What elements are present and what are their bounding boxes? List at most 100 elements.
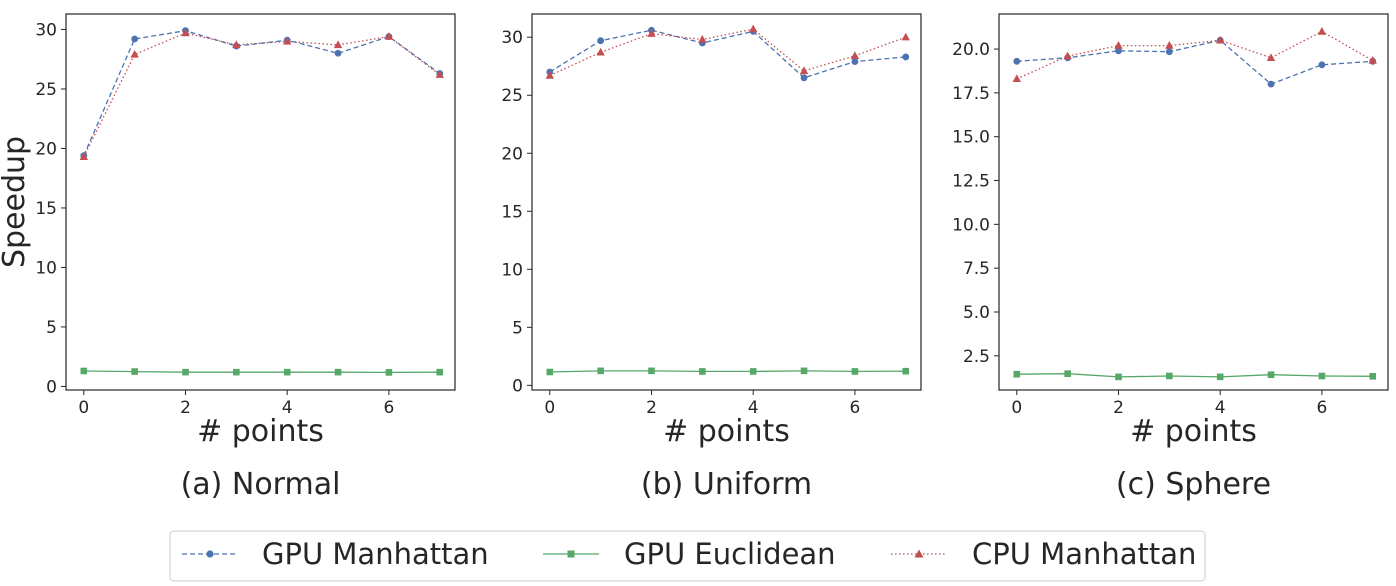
legend-entry-gpu-euclidean: GPU Euclidean [543, 537, 836, 571]
data-point-cpu-manhattan [1063, 51, 1072, 60]
y-tick-label: 20 [501, 144, 523, 164]
x-tick-label: 0 [78, 398, 89, 418]
y-tick-label: 5 [512, 318, 523, 338]
panel-caption: (c) Sphere [1116, 467, 1271, 502]
y-tick-label: 30 [501, 28, 523, 48]
legend-marker-square [567, 550, 575, 558]
x-axis-label: # points [1130, 414, 1257, 449]
data-point-cpu-manhattan [1215, 35, 1225, 44]
plot-frame [531, 13, 922, 391]
series-layer [79, 27, 444, 376]
data-point-gpu-euclidean [1166, 372, 1173, 380]
y-tick-label: 7.5 [963, 259, 990, 279]
data-point-gpu-euclidean [283, 368, 291, 376]
legend-label-gpu-manhattan: GPU Manhattan [262, 537, 489, 571]
x-axis-ticks: 0 2 4 6 [544, 390, 860, 418]
y-axis-label: Speedup [0, 136, 32, 268]
legend: GPU Manhattan GPU Euclidean CPU Manhatta… [169, 530, 1206, 582]
y-tick-label: 15 [35, 199, 57, 219]
data-point-cpu-manhattan [698, 35, 707, 43]
y-tick-label: 5 [46, 318, 57, 338]
x-tick-label: 6 [849, 398, 860, 418]
data-point-cpu-manhattan [1114, 41, 1123, 49]
series-line-cpu-manhattan [549, 28, 906, 77]
data-point-gpu-euclidean [131, 368, 138, 375]
panel-normal: 0 5 10 15 20 25 30 0 2 4 6 # points Speedup (a) N… [0, 13, 456, 502]
data-point-gpu-euclidean [385, 369, 393, 376]
data-point-gpu-euclidean [1318, 372, 1326, 380]
data-point-cpu-manhattan [799, 66, 809, 75]
data-point-gpu-euclidean [597, 367, 604, 375]
data-point-cpu-manhattan [435, 70, 444, 78]
series-layer [1012, 27, 1377, 381]
y-tick-label: 20.0 [952, 40, 990, 60]
data-point-cpu-manhattan [596, 47, 605, 56]
data-point-cpu-manhattan [1317, 27, 1327, 35]
y-tick-label: 0 [46, 377, 57, 397]
legend-entry-gpu-manhattan: GPU Manhattan [182, 537, 489, 571]
y-tick-label: 10 [35, 258, 57, 278]
x-tick-label: 4 [748, 398, 759, 418]
series-line-cpu-manhattan [1016, 30, 1374, 80]
legend-marker-circle [206, 550, 214, 558]
x-axis-ticks: 0 2 4 6 [1011, 390, 1327, 418]
x-tick-label: 2 [646, 398, 657, 418]
y-tick-label: 20 [35, 139, 57, 159]
series-line-gpu-manhattan [1016, 39, 1373, 85]
y-axis-ticks: 0 5 10 15 20 25 30 [35, 20, 66, 397]
data-point-cpu-manhattan [384, 32, 394, 40]
data-point-gpu-manhattan [902, 53, 910, 61]
plot-frame [998, 13, 1389, 391]
data-point-gpu-manhattan [800, 74, 808, 82]
data-point-cpu-manhattan [1165, 41, 1174, 49]
data-point-gpu-euclidean [436, 368, 444, 376]
series-layer [545, 24, 910, 376]
legend-entry-cpu-manhattan: CPU Manhattan [891, 537, 1196, 571]
y-tick-label: 15 [501, 202, 523, 222]
x-axis-label: # points [663, 414, 790, 449]
data-point-gpu-manhattan [334, 49, 342, 57]
data-point-cpu-manhattan [130, 49, 139, 58]
y-tick-label: 10 [501, 260, 523, 280]
x-tick-label: 4 [282, 398, 293, 418]
data-point-cpu-manhattan [647, 29, 656, 37]
y-tick-label: 10.0 [952, 215, 990, 235]
data-point-gpu-euclidean [902, 367, 910, 375]
data-point-gpu-euclidean [851, 368, 859, 375]
data-point-cpu-manhattan [232, 40, 241, 49]
x-tick-label: 6 [383, 398, 394, 418]
data-point-gpu-manhattan [131, 35, 139, 43]
data-point-gpu-euclidean [1064, 370, 1071, 377]
legend-box [169, 530, 1206, 582]
panel-uniform: 0 5 10 15 20 25 30 0 2 4 6 # points (b) Uniform [501, 13, 922, 502]
data-point-gpu-euclidean [749, 368, 757, 375]
panel-caption: (a) Normal [181, 467, 341, 502]
data-point-cpu-manhattan [282, 36, 292, 45]
data-point-gpu-euclidean [648, 367, 655, 375]
data-point-gpu-euclidean [334, 368, 342, 376]
data-point-gpu-euclidean [1369, 373, 1377, 380]
y-tick-label: 0 [512, 376, 523, 396]
data-point-gpu-manhattan [597, 37, 605, 45]
data-point-gpu-euclidean [1115, 373, 1122, 381]
x-axis-ticks: 0 2 4 6 [78, 390, 394, 418]
x-tick-label: 2 [1113, 398, 1124, 418]
data-point-gpu-euclidean [182, 368, 189, 376]
x-tick-label: 6 [1316, 398, 1327, 418]
data-point-cpu-manhattan [79, 152, 88, 160]
data-point-gpu-euclidean [1013, 370, 1021, 378]
series-line-gpu-euclidean [549, 370, 906, 373]
data-point-cpu-manhattan [181, 28, 190, 37]
data-point-gpu-euclidean [800, 367, 808, 375]
panel-sphere: 2.5 5.0 7.5 10.0 12.5 15.0 17.5 20.0 0 2 4 6 # poi… [952, 13, 1389, 502]
series-line-gpu-euclidean [83, 370, 440, 374]
y-axis-ticks: 2.5 5.0 7.5 10.0 12.5 15.0 17.5 20.0 [952, 40, 999, 367]
data-point-cpu-manhattan [901, 32, 910, 41]
y-tick-label: 5.0 [963, 303, 990, 323]
data-point-gpu-euclidean [233, 368, 240, 376]
y-axis-ticks: 0 5 10 15 20 25 30 [501, 28, 532, 396]
series-line-gpu-manhattan [549, 29, 906, 79]
x-tick-label: 2 [180, 398, 191, 418]
legend-label-gpu-euclidean: GPU Euclidean [624, 537, 836, 571]
